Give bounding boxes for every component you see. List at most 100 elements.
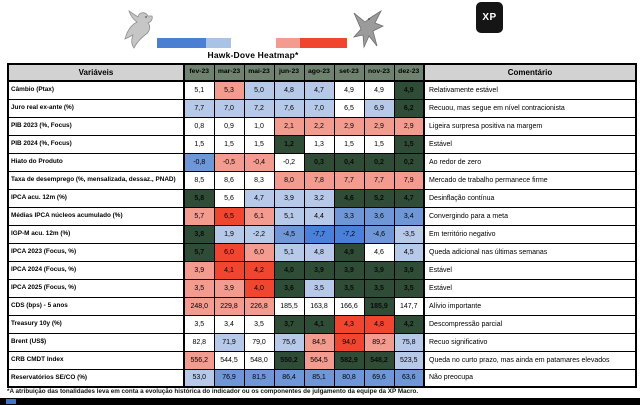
heatmap-cell: -0,8 [183,152,215,172]
heatmap-cell: 1,5 [183,134,215,154]
row-label: Reservatórios SE/CO (%) [7,368,185,388]
heatmap-cell: -0,4 [243,152,275,172]
heatmap-cell: 548,2 [363,350,395,370]
heatmap-cell: -3,5 [393,224,425,244]
heatmap-cell: 3,9 [393,260,425,280]
heatmap-cell: 1,3 [303,134,335,154]
heatmap-cell: 185,9 [363,296,395,316]
heatmap-cell: 8,3 [243,170,275,190]
heatmap-cell: 1,5 [393,134,425,154]
heatmap-cell: 5,7 [183,242,215,262]
heatmap-cell: 85,1 [303,368,335,388]
heatmap-cell: 75,6 [273,332,305,352]
heatmap-cell: 3,5 [183,314,215,334]
heatmap-cell: 1,2 [273,134,305,154]
variables-header: Variáveis [7,63,185,82]
heatmap-cell: 3,5 [243,314,275,334]
row-comment: Em território negativo [423,224,637,244]
column-header: jun-23 [273,63,305,82]
table-row: IPCA 2025 (Focus, %) 3,5 3,9 4,0 3,6 3,5 3,5 3,… [7,278,637,298]
heatmap-cell: 79,0 [243,332,275,352]
row-comment: Alívio importante [423,296,637,316]
heatmap-cell: 2,9 [333,116,365,136]
dove-scale-strong [157,38,206,48]
heatmap-cell: 5,7 [183,206,215,226]
heatmap-cell: 69,6 [363,368,395,388]
heatmap-cell: 6,9 [363,98,395,118]
row-label: Hiato do Produto [7,152,185,172]
heatmap-cell: 1,0 [243,116,275,136]
bottom-bar [0,398,640,405]
row-label: PIB 2023 (%, Focus) [7,116,185,136]
heatmap-cell: 548,0 [243,350,275,370]
heatmap-cell: 3,9 [213,278,245,298]
heatmap-cell: 226,8 [243,296,275,316]
table-row: Treasury 10y (%) 3,5 3,4 3,5 3,7 4,1 4,3 4,8 4,2… [7,314,637,334]
heatmap-cell: 0,2 [393,152,425,172]
heatmap-cell: 53,0 [183,368,215,388]
heatmap-cell: 1,5 [213,134,245,154]
heatmap-cell: 3,6 [273,278,305,298]
table-row: IPCA 2024 (Focus, %) 3,9 4,1 4,2 4,0 3,9 3,9 3,… [7,260,637,280]
heatmap-cell: 3,2 [303,188,335,208]
heatmap-cell: 7,0 [213,98,245,118]
table-row: IPCA 2023 (Focus, %) 5,7 6,0 6,0 5,1 4,8 4,9 4,… [7,242,637,262]
heatmap-cell: 564,5 [303,350,335,370]
column-header: fev-23 [183,63,215,82]
heatmap-cell: 550,2 [273,350,305,370]
column-header: mar-23 [213,63,245,82]
heatmap-cell: 3,6 [363,206,395,226]
heatmap-cell: 1,9 [213,224,245,244]
row-comment: Convergindo para a meta [423,206,637,226]
heatmap-cell: 2,1 [273,116,305,136]
table-row: IGP-M acu. 12m (%) 3,8 1,9 -2,2 -4,5 -7,7 -7,2… [7,224,637,244]
heatmap-cell: 7,7 [183,98,215,118]
row-label: Taxa de desemprego (%, mensalizada, dess… [7,170,185,190]
heatmap-cell: 4,9 [333,80,365,100]
heatmap-cell: 5,1 [273,242,305,262]
heatmap-cell: 3,5 [333,278,365,298]
heatmap-cell: 71,9 [213,332,245,352]
row-label: IPCA 2025 (Focus, %) [7,278,185,298]
heatmap-cell: 2,9 [393,116,425,136]
hawk-scale-light [276,38,300,48]
heatmap-cell: 4,3 [333,314,365,334]
heatmap-cell: 84,5 [303,332,335,352]
heatmap-cell: -4,6 [363,224,395,244]
heatmap-cell: -0,2 [273,152,305,172]
table-row: Hiato do Produto -0,8 -0,5 -0,4 -0,2 0,3 0,4 0,… [7,152,637,172]
heatmap-cell: 4,9 [333,242,365,262]
header-row: Variáveis fev-23 mar-23 mai-23 jun-23 ag… [7,63,637,82]
heatmap-cell: 1,5 [363,134,395,154]
heatmap-cell: 556,2 [183,350,215,370]
heatmap-cell: 1,5 [333,134,365,154]
heatmap-cell: 3,4 [393,206,425,226]
heatmap-cell: 3,5 [183,278,215,298]
table-row: Câmbio (Ptax) 5,1 5,3 5,0 4,8 4,7 4,9 4,9 4,9 Rel… [7,80,637,100]
heatmap-cell: 0,4 [333,152,365,172]
heatmap-cell: 76,9 [213,368,245,388]
heatmap-cell: 3,9 [273,188,305,208]
heatmap-cell: 7,7 [333,170,365,190]
table-row: Reservatórios SE/CO (%) 53,0 76,9 81,5 86,4 8… [7,368,637,388]
heatmap-cell: 5,1 [273,206,305,226]
row-comment: Mercado de trabalho permanece firme [423,170,637,190]
heatmap-cell: 5,3 [213,80,245,100]
hawk-scale-bar [276,38,347,48]
heatmap-cell: 4,9 [393,80,425,100]
row-label: CRB CMDT Index [7,350,185,370]
heatmap-cell: -7,7 [303,224,335,244]
heatmap-cell: -4,5 [273,224,305,244]
heatmap-body: Câmbio (Ptax) 5,1 5,3 5,0 4,8 4,7 4,9 4,9 4,9 Rel… [7,80,637,388]
dove-icon [124,10,153,49]
heatmap-cell: 1,5 [243,134,275,154]
row-label: IPCA acu. 12m (%) [7,188,185,208]
column-header: nov-23 [363,63,395,82]
heatmap-cell: 7,8 [303,170,335,190]
heatmap-cell: 3,9 [363,260,395,280]
heatmap-cell: 4,7 [303,80,335,100]
heatmap-cell: 75,8 [393,332,425,352]
heatmap-cell: 523,5 [393,350,425,370]
row-comment: Ao redor de zero [423,152,637,172]
table-row: PIB 2023 (%, Focus) 0,8 0,9 1,0 2,1 2,2 2,9 2,9… [7,116,637,136]
